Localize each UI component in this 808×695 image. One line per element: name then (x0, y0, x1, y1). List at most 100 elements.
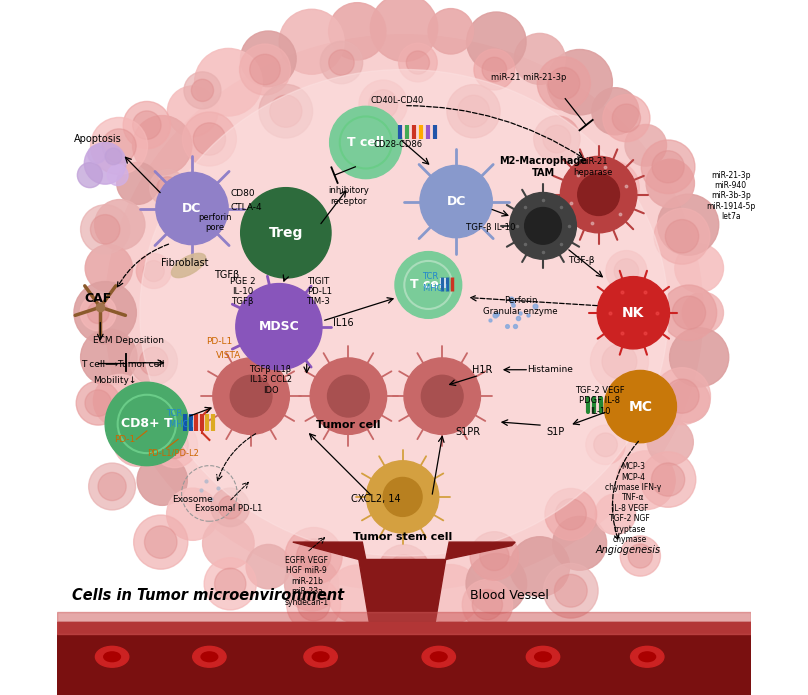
Circle shape (586, 425, 625, 464)
Circle shape (81, 329, 137, 386)
Ellipse shape (201, 652, 217, 662)
Text: CD80: CD80 (230, 189, 255, 197)
Polygon shape (359, 559, 446, 622)
Circle shape (646, 159, 694, 208)
Text: TCR: TCR (166, 409, 183, 418)
Circle shape (98, 473, 126, 500)
Circle shape (95, 199, 145, 250)
Circle shape (595, 494, 636, 534)
Text: Exosomal PD-L1: Exosomal PD-L1 (196, 505, 263, 513)
Circle shape (665, 379, 699, 414)
Circle shape (140, 348, 168, 375)
Text: miR-21-3p
miR-940
miR-3b-3p
miR-1914-5p
let7a: miR-21-3p miR-940 miR-3b-3p miR-1914-5p … (706, 171, 755, 221)
Circle shape (390, 598, 418, 626)
Circle shape (84, 142, 126, 184)
Circle shape (105, 148, 122, 165)
Text: PGE 2
IL-10
TGFβ: PGE 2 IL-10 TGFβ (230, 277, 255, 306)
Circle shape (675, 244, 723, 293)
Text: Perforin
Granular enzyme: Perforin Granular enzyme (483, 296, 558, 316)
Circle shape (651, 463, 684, 496)
Polygon shape (292, 542, 366, 559)
Text: MCP-3
MCP-4
chymase IFN-γ
TNF-α: MCP-3 MCP-4 chymase IFN-γ TNF-α (605, 462, 662, 502)
Circle shape (241, 31, 297, 87)
Circle shape (133, 111, 161, 139)
Circle shape (603, 95, 650, 142)
Circle shape (215, 568, 246, 600)
Text: Treg: Treg (269, 226, 303, 240)
Text: Apoptosis: Apoptosis (74, 134, 122, 144)
Text: IL-8 VEGF
TGF-2 NGF
tryptase
chymase: IL-8 VEGF TGF-2 NGF tryptase chymase (609, 504, 650, 544)
Circle shape (594, 433, 617, 457)
Circle shape (447, 85, 500, 138)
Circle shape (462, 580, 512, 630)
Circle shape (389, 555, 419, 585)
Circle shape (246, 544, 291, 589)
Text: DC: DC (447, 195, 466, 208)
Circle shape (310, 358, 386, 434)
Text: Cells in Tumor microenvironment: Cells in Tumor microenvironment (72, 588, 344, 603)
Ellipse shape (171, 253, 206, 278)
Circle shape (107, 165, 128, 186)
Circle shape (406, 51, 430, 74)
Circle shape (641, 452, 696, 507)
Circle shape (327, 375, 369, 417)
Circle shape (383, 477, 422, 516)
Text: T cell: T cell (347, 136, 385, 149)
Text: Blood Vessel: Blood Vessel (470, 589, 549, 602)
Polygon shape (57, 622, 751, 634)
Ellipse shape (630, 646, 664, 667)
Text: T cell: T cell (410, 279, 447, 291)
Circle shape (116, 163, 158, 204)
Circle shape (130, 338, 178, 385)
Circle shape (625, 124, 667, 166)
Text: TGF-2 VEGF
PDGF IL-8
IL-10: TGF-2 VEGF PDGF IL-8 IL-10 (575, 386, 625, 416)
Circle shape (250, 54, 280, 85)
Text: miR-21 miR-21-3p: miR-21 miR-21-3p (491, 74, 566, 82)
Circle shape (474, 49, 515, 90)
Polygon shape (446, 542, 516, 559)
Text: CXCL2, 14: CXCL2, 14 (351, 494, 401, 504)
Circle shape (213, 358, 289, 434)
Circle shape (219, 496, 242, 519)
Ellipse shape (312, 652, 329, 662)
Circle shape (329, 3, 386, 60)
Circle shape (661, 285, 717, 341)
Circle shape (547, 49, 612, 115)
Circle shape (152, 422, 197, 468)
Circle shape (137, 254, 171, 288)
Circle shape (133, 515, 187, 569)
Text: MHC I: MHC I (423, 284, 448, 293)
Circle shape (457, 95, 490, 127)
Circle shape (654, 368, 710, 425)
Text: MHC I: MHC I (170, 420, 194, 429)
Polygon shape (57, 622, 751, 695)
Circle shape (320, 41, 363, 84)
Circle shape (368, 90, 398, 119)
Circle shape (88, 145, 106, 163)
Circle shape (597, 277, 670, 349)
Text: S1P: S1P (546, 427, 565, 437)
Ellipse shape (535, 652, 551, 662)
Text: CTLA-4: CTLA-4 (230, 203, 262, 211)
Circle shape (510, 193, 576, 259)
Ellipse shape (193, 646, 226, 667)
Circle shape (94, 375, 146, 427)
Text: Tumor stem cell: Tumor stem cell (353, 532, 452, 541)
Ellipse shape (639, 652, 655, 662)
Circle shape (621, 536, 660, 576)
Circle shape (543, 125, 570, 153)
Text: miR-21
heparase: miR-21 heparase (574, 157, 612, 177)
Circle shape (404, 358, 481, 434)
Circle shape (524, 208, 562, 244)
Text: Histamine: Histamine (527, 366, 573, 374)
Circle shape (78, 163, 103, 188)
Circle shape (133, 115, 192, 175)
Ellipse shape (526, 646, 560, 667)
Circle shape (612, 104, 641, 132)
Circle shape (359, 80, 407, 129)
Circle shape (555, 499, 587, 530)
Circle shape (422, 375, 463, 417)
Circle shape (184, 72, 221, 109)
Circle shape (665, 220, 699, 253)
Text: Fibroblast: Fibroblast (162, 258, 208, 268)
